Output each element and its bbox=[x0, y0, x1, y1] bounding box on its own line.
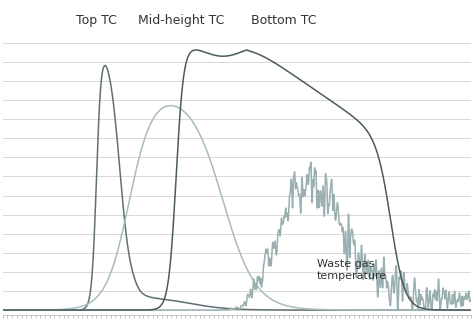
Text: Top TC: Top TC bbox=[76, 14, 117, 27]
Text: Waste gas
temperature: Waste gas temperature bbox=[317, 259, 387, 281]
Text: Mid-height TC: Mid-height TC bbox=[137, 14, 224, 27]
Text: Bottom TC: Bottom TC bbox=[251, 14, 317, 27]
